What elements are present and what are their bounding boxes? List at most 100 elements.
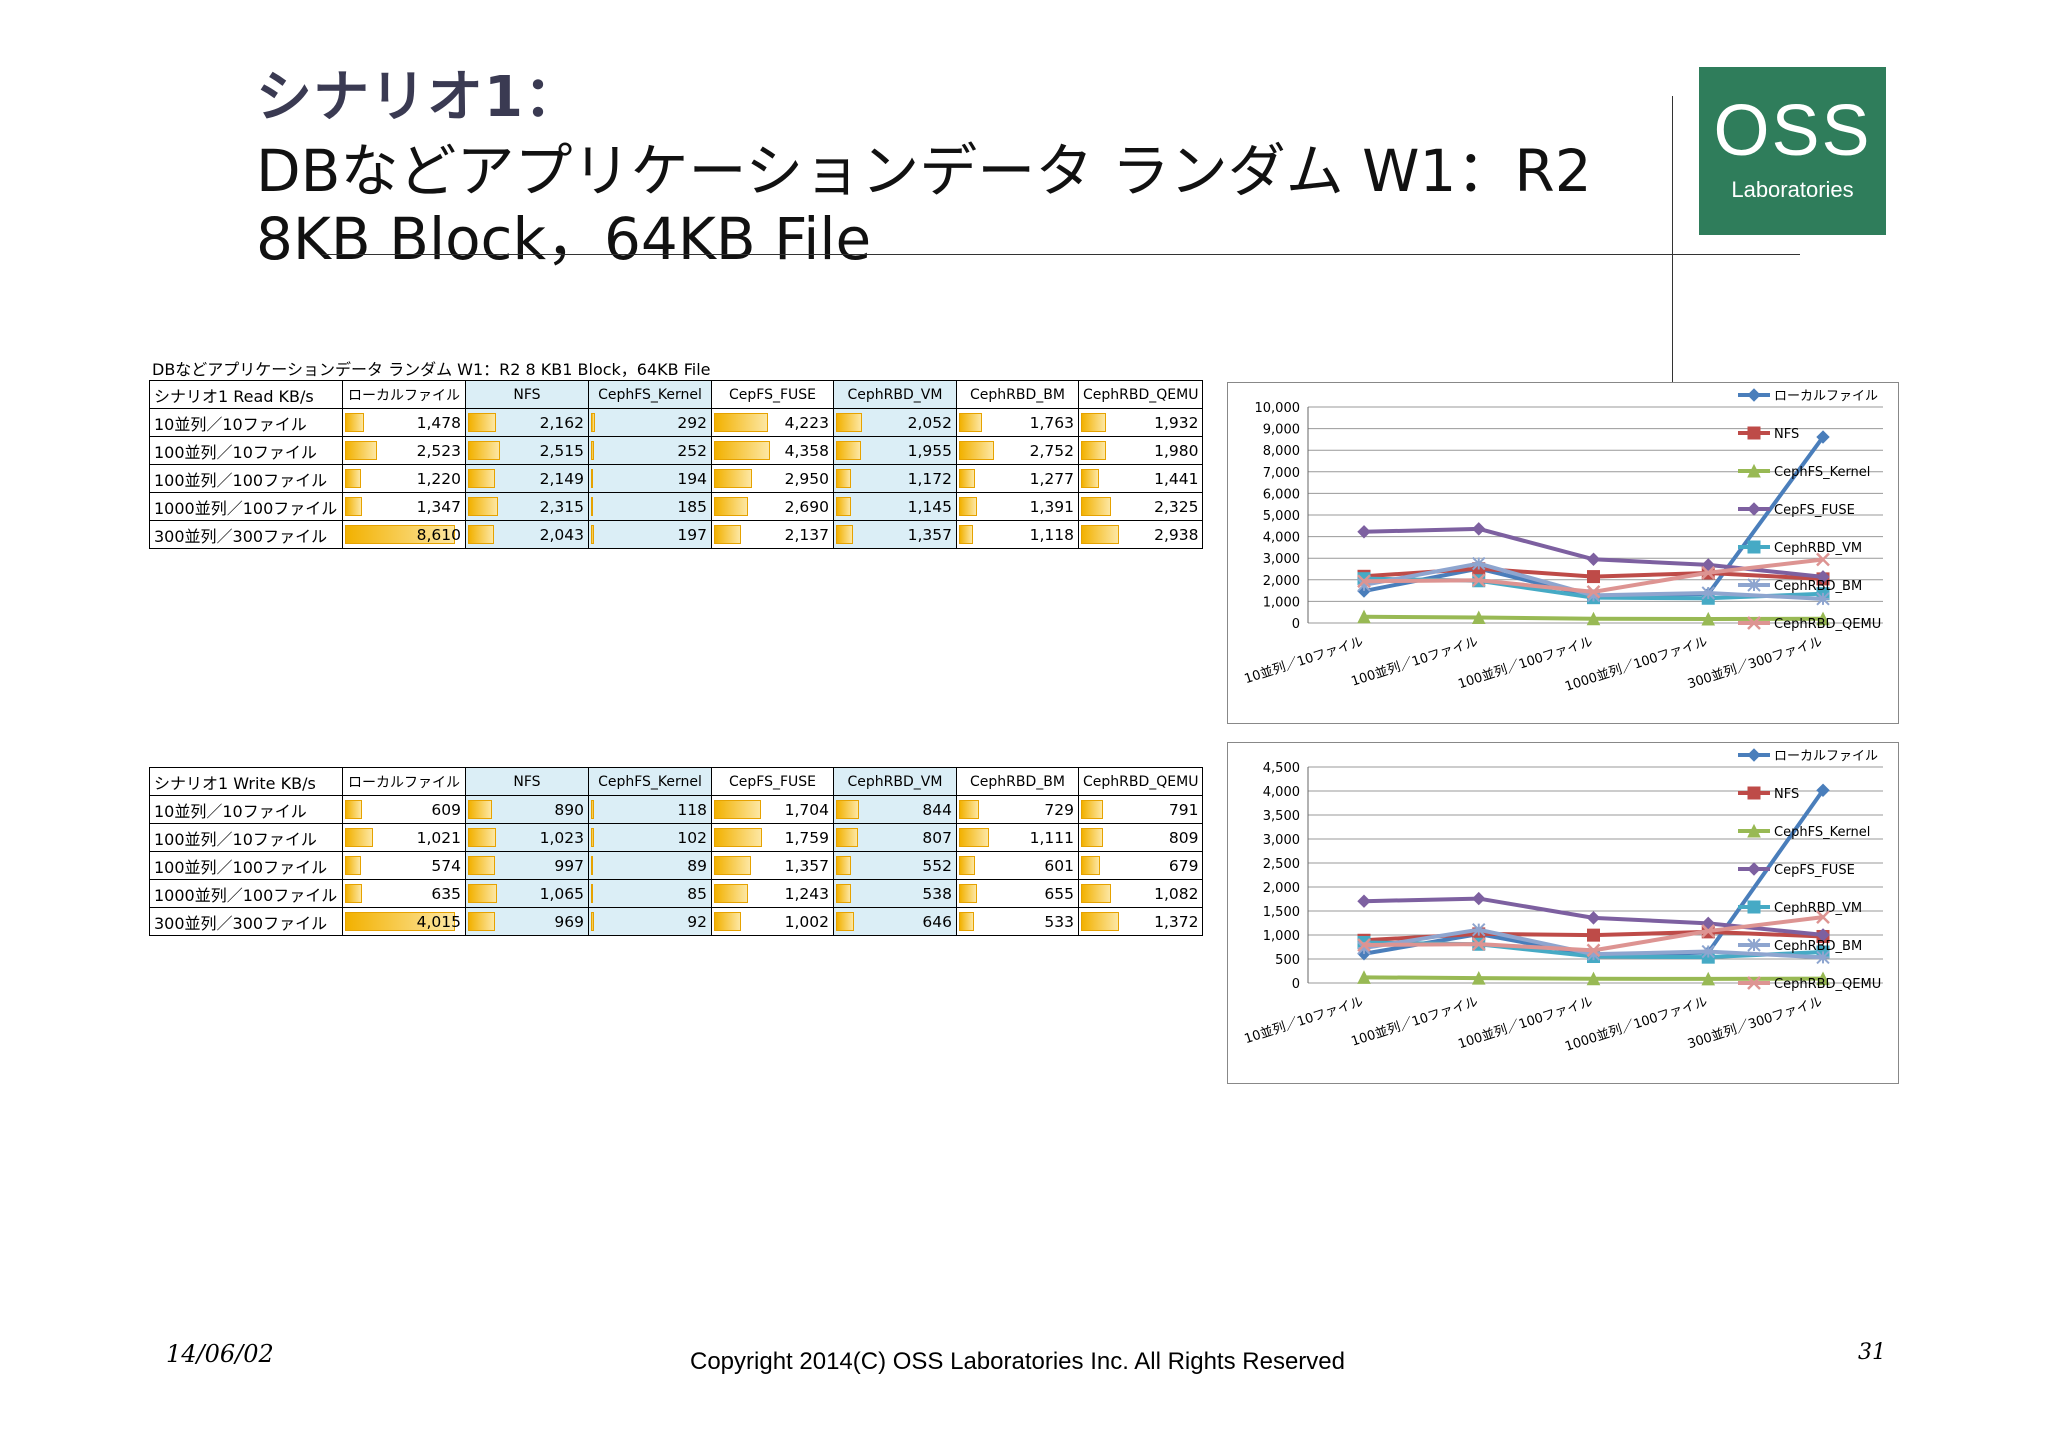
cell-value: 1,082 [1154, 884, 1199, 903]
data-point [1472, 556, 1486, 571]
cell-value: 1,002 [784, 912, 829, 931]
x-tick-label: 10並列／10ファイル [1243, 995, 1366, 1048]
data-point [1816, 950, 1830, 965]
cell-value: 85 [687, 884, 707, 903]
data-bar [591, 856, 594, 875]
cell-value: 679 [1168, 856, 1199, 875]
cell-value: 809 [1168, 828, 1199, 847]
data-bar [468, 800, 493, 819]
table-cell: 92 [588, 907, 712, 936]
table-row: 100並列／100ファイル 574 997 89 1,357 552 601 679 [149, 851, 1204, 880]
data-bar [714, 912, 742, 931]
y-tick-label: 7,000 [1263, 466, 1300, 481]
data-point [1357, 578, 1371, 592]
data-bar [1081, 828, 1104, 847]
data-point [1586, 611, 1601, 626]
data-bar [468, 469, 496, 488]
cell-value: 601 [1044, 856, 1074, 875]
data-point [1747, 578, 1761, 592]
data-bar [959, 525, 974, 544]
data-point [1701, 565, 1716, 580]
cell-value: 92 [687, 912, 707, 931]
data-bar [1081, 413, 1106, 432]
data-point [1472, 891, 1486, 906]
table-cell: 2,137 [711, 520, 834, 549]
cell-value: 2,137 [784, 525, 829, 544]
oss-logo: OSS Laboratories [1699, 67, 1886, 235]
data-bar [591, 441, 595, 460]
legend-label: CephFS_Kernel [1774, 465, 1870, 480]
vertical-divider [1672, 96, 1673, 386]
table-cell: 1,243 [711, 879, 834, 908]
row-label: 300並列／300ファイル [149, 520, 343, 549]
data-bar [836, 856, 852, 875]
cell-value: 791 [1168, 800, 1199, 819]
column-header: CephRBD_VM [833, 767, 957, 796]
cell-value: 1,023 [539, 828, 584, 847]
table-cell: 1,277 [956, 464, 1079, 493]
slide-title-line2: DBなどアプリケーションデータ ランダム W1：R2 [256, 137, 1592, 205]
legend-label: ローカルファイル [1774, 749, 1878, 764]
table-cell: 533 [956, 907, 1079, 936]
row-label: 10並列／10ファイル [149, 408, 343, 437]
cell-value: 609 [431, 800, 461, 819]
cell-value: 1,955 [907, 441, 952, 460]
cell-value: 2,162 [539, 413, 584, 432]
table-cell: 1,145 [833, 492, 957, 521]
cell-value: 533 [1044, 912, 1074, 931]
data-bar [959, 828, 990, 847]
table-cell: 1,111 [956, 823, 1079, 852]
data-bar [468, 413, 496, 432]
table-cell: 890 [465, 795, 589, 824]
table-cell: 646 [833, 907, 957, 936]
data-point [1471, 573, 1486, 588]
table-cell: 2,752 [956, 436, 1079, 465]
data-point [1701, 924, 1716, 938]
table-cell: 1,704 [711, 795, 834, 824]
table-cell: 2,162 [465, 408, 589, 437]
table-cell: 1,220 [342, 464, 466, 493]
data-point [1472, 922, 1486, 937]
table-cell: 2,325 [1077, 492, 1204, 521]
column-header: CephRBD_QEMU [1077, 380, 1204, 409]
data-bar [468, 856, 496, 875]
cell-value: 969 [554, 912, 584, 931]
data-bar [714, 497, 749, 516]
cell-value: 1,357 [784, 856, 829, 875]
cell-value: 1,172 [907, 469, 952, 488]
cell-value: 1,759 [784, 828, 829, 847]
read-table: シナリオ1 Read KB/s ローカルファイル NFS CephFS_Kernel C… [149, 380, 1204, 549]
cell-value: 1,980 [1154, 441, 1199, 460]
y-tick-label: 8,000 [1263, 444, 1300, 459]
slide-title-line3: 8KB Block，64KB File [256, 205, 872, 273]
row-label: 100並列／100ファイル [149, 464, 343, 493]
y-tick-label: 2,000 [1263, 574, 1300, 589]
footer-copyright: Copyright 2014(C) OSS Laboratories Inc. … [690, 1348, 1345, 1375]
data-bar [1081, 441, 1107, 460]
cell-value: 646 [922, 912, 952, 931]
cell-value: 1,932 [1154, 413, 1199, 432]
table-cell: 1,347 [342, 492, 466, 521]
column-header: CephFS_Kernel [588, 767, 712, 796]
table-cell: 1,357 [711, 851, 834, 880]
data-point [1471, 970, 1486, 985]
data-bar [714, 413, 768, 432]
table-cell: 197 [588, 520, 712, 549]
table-caption: DBなどアプリケーションデータ ランダム W1：R2 8 KB1 Block，6… [152, 360, 711, 379]
table-cell: 1,391 [956, 492, 1079, 521]
data-point [1586, 947, 1601, 961]
legend-label: CephRBD_BM [1774, 579, 1862, 594]
cell-value: 252 [677, 441, 707, 460]
data-bar [836, 912, 854, 931]
footer-date: 14/06/02 [166, 1340, 274, 1368]
data-bar [591, 912, 594, 931]
data-bar [345, 441, 378, 460]
cell-value: 4,358 [784, 441, 829, 460]
data-point [1357, 938, 1371, 952]
table-cell: 1,372 [1077, 907, 1204, 936]
column-header: CephRBD_QEMU [1077, 767, 1204, 796]
y-tick-label: 4,000 [1263, 785, 1300, 800]
table-cell: 1,441 [1077, 464, 1204, 493]
cell-value: 1,347 [416, 497, 461, 516]
table-cell: 552 [833, 851, 957, 880]
